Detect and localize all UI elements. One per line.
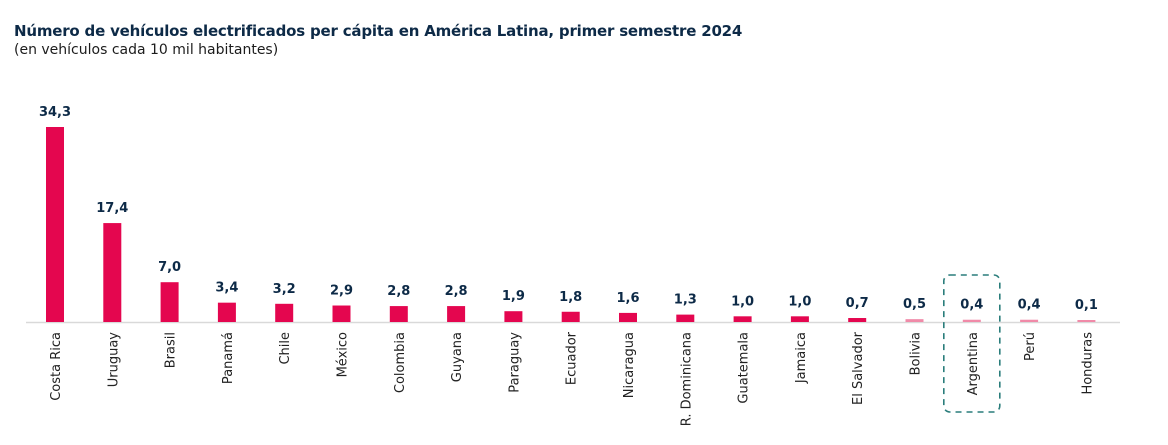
value-label: 0,4 [960,298,983,313]
category-label: Nicaragua [622,332,637,398]
value-label: 3,2 [273,282,296,297]
bar-chile [275,303,294,322]
bar-guyana [447,306,466,322]
bar-bolivia [905,319,924,322]
bar-uruguay [103,223,122,322]
bar-r-dominicana [676,314,695,322]
category-label: Honduras [1080,332,1095,395]
category-label: Ecuador [565,331,580,385]
bar-honduras [1077,320,1096,322]
category-label: Bolivia [909,332,924,375]
bar-argentina [962,319,981,322]
category-label: Perú [1023,332,1038,361]
chart-subtitle: (en vehículos cada 10 mil habitantes) [14,42,279,58]
value-label: 1,0 [731,294,754,309]
category-label: Costa Rica [49,332,64,401]
value-label: 1,8 [559,290,582,305]
value-label: 0,7 [846,296,869,311]
category-label: El Salvador [851,331,866,405]
value-label: 1,6 [616,291,639,306]
value-label: 0,1 [1075,298,1098,313]
value-label: 0,5 [903,297,926,312]
category-label: Colombia [393,332,408,393]
category-label: Jamaica [794,332,809,384]
bar-el-salvador [848,318,867,322]
bar-perú [1020,319,1039,322]
bar-colombia [389,306,408,322]
category-label: Panamá [221,332,236,384]
value-label: 17,4 [96,201,128,216]
category-label: Guatemala [737,332,752,404]
value-label: 0,4 [1018,298,1041,313]
category-label: Paraguay [507,332,522,393]
bar-jamaica [790,316,809,322]
category-label: R. Dominicana [679,332,694,426]
value-label: 1,0 [788,294,811,309]
value-label: 7,0 [158,260,181,275]
bar-méxico [332,305,351,322]
bar-paraguay [504,311,523,322]
category-label: Chile [278,332,293,365]
bar-nicaragua [619,312,637,322]
bar-ecuador [561,311,580,322]
bar-costa-rica [46,127,64,322]
bar-guatemala [733,316,752,322]
category-label: México [336,332,351,377]
category-label: Argentina [966,332,981,395]
chart-title: Número de vehículos electrificados per c… [14,22,743,40]
value-label: 1,9 [502,289,525,304]
value-label: 2,8 [387,284,410,299]
value-label: 34,3 [39,105,71,120]
value-label: 3,4 [215,281,238,296]
value-label: 1,3 [674,293,697,308]
category-label: Uruguay [106,332,121,388]
category-label: Guyana [450,332,465,382]
value-label: 2,8 [445,284,468,299]
highlight-box-argentina [942,274,1001,413]
category-label: Brasil [164,332,179,368]
bar-brasil [160,282,179,322]
value-label: 2,9 [330,284,353,299]
bar-panamá [217,302,236,322]
